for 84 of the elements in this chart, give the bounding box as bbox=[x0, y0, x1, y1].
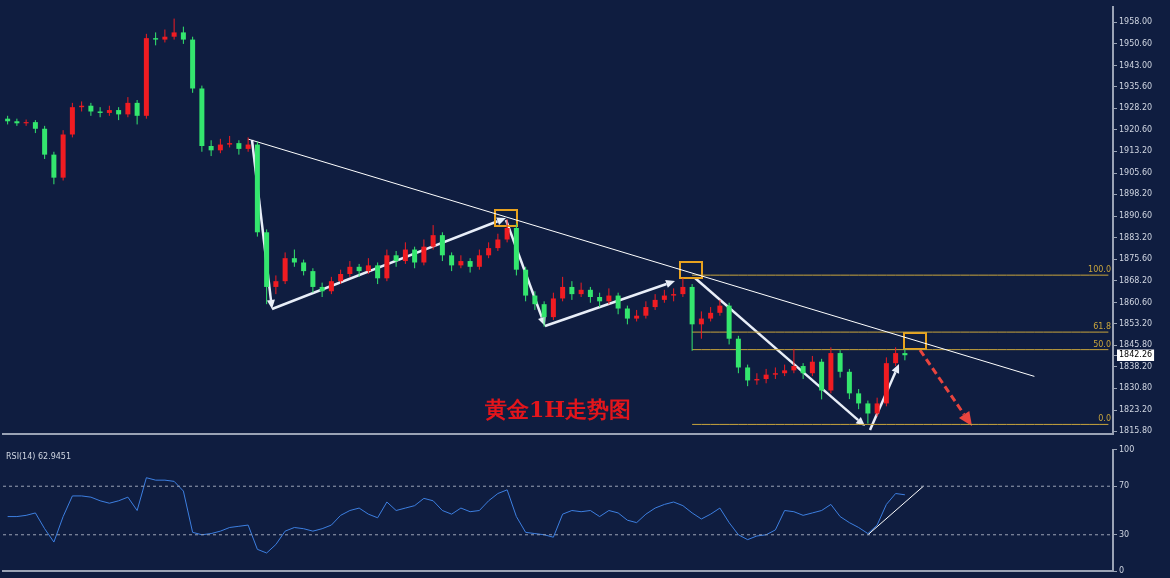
y-tick-label: 1845.80 bbox=[1119, 340, 1153, 350]
candlestick bbox=[402, 241, 408, 265]
y-tick-label: 1868.20 bbox=[1119, 275, 1153, 285]
y-tick-label: 1860.60 bbox=[1119, 297, 1153, 307]
candlestick bbox=[504, 218, 510, 243]
candlestick bbox=[208, 139, 214, 157]
candlestick bbox=[902, 348, 908, 361]
y-tick-label: 1920.60 bbox=[1119, 124, 1153, 134]
candlestick bbox=[458, 254, 464, 269]
candlestick bbox=[578, 282, 584, 298]
candlestick bbox=[560, 276, 566, 302]
y-tick-label: 1890.60 bbox=[1119, 211, 1153, 221]
candlestick bbox=[125, 96, 131, 118]
y-tick-label: 1830.80 bbox=[1119, 383, 1153, 393]
candlestick bbox=[745, 364, 751, 387]
candlestick bbox=[856, 388, 862, 410]
y-tick-label: 1950.60 bbox=[1119, 38, 1153, 48]
y-tick-label: 1905.60 bbox=[1119, 168, 1153, 178]
y-tick-label: 1875.60 bbox=[1119, 254, 1153, 264]
text: 黄金1H走势图 bbox=[483, 396, 632, 423]
annotation: 61.8 bbox=[1093, 322, 1111, 332]
candlestick bbox=[550, 292, 556, 321]
annotation: 50.0 bbox=[1093, 339, 1111, 349]
y-tick-label: 100 bbox=[1119, 444, 1135, 454]
candlestick bbox=[615, 292, 621, 315]
y-tick-label: 1842.26 bbox=[1119, 350, 1153, 360]
y-tick-label: 1928.20 bbox=[1119, 103, 1153, 113]
candlestick bbox=[467, 257, 473, 274]
y-tick-label: 70 bbox=[1119, 481, 1130, 491]
candlestick bbox=[495, 233, 501, 252]
candlestick bbox=[356, 263, 362, 278]
y-tick-label: 1935.60 bbox=[1119, 81, 1153, 91]
candlestick bbox=[476, 249, 482, 271]
candlestick bbox=[319, 282, 325, 298]
candlestick bbox=[14, 118, 20, 127]
chart-title: RSI(14) 62.9451 bbox=[6, 451, 72, 461]
annotation: 0.0 bbox=[1098, 414, 1111, 424]
candlestick bbox=[384, 249, 390, 282]
y-tick-label: 1823.20 bbox=[1119, 405, 1153, 415]
annotation: 100.0 bbox=[1088, 265, 1111, 275]
candlestick bbox=[652, 293, 658, 311]
candlestick bbox=[569, 280, 575, 301]
candlestick bbox=[763, 368, 769, 384]
candlestick bbox=[717, 299, 723, 317]
candlestick bbox=[430, 224, 436, 251]
candlestick bbox=[236, 139, 242, 156]
candlestick bbox=[421, 238, 427, 266]
candlestick bbox=[449, 251, 455, 272]
candlestick bbox=[439, 231, 445, 262]
y-tick-label: 30 bbox=[1119, 529, 1130, 539]
y-tick-label: 1853.20 bbox=[1119, 318, 1153, 328]
candlestick bbox=[51, 151, 57, 185]
candlestick bbox=[162, 29, 168, 43]
candlestick bbox=[347, 260, 353, 278]
candlestick bbox=[643, 300, 649, 320]
y-tick-label: 1913.20 bbox=[1119, 146, 1153, 156]
y-tick-label: 1958.00 bbox=[1119, 17, 1153, 27]
candlestick bbox=[800, 362, 806, 380]
candlestick bbox=[809, 355, 815, 377]
y-tick-label: 1815.80 bbox=[1119, 426, 1153, 436]
candlestick bbox=[865, 400, 871, 425]
candlestick bbox=[393, 250, 399, 268]
candlestick bbox=[245, 136, 251, 153]
y-tick-label: 1838.20 bbox=[1119, 361, 1153, 371]
candlestick bbox=[624, 305, 630, 325]
candlestick bbox=[791, 348, 797, 374]
candlestick bbox=[846, 368, 852, 400]
candlestick bbox=[134, 99, 140, 125]
candlestick bbox=[680, 277, 686, 298]
candlestick bbox=[532, 290, 538, 311]
candlestick bbox=[541, 300, 547, 328]
candlestick bbox=[310, 267, 316, 294]
y-tick-label: 0 bbox=[1119, 566, 1125, 576]
candlestick bbox=[97, 106, 103, 118]
candlestick bbox=[412, 246, 418, 269]
candlestick bbox=[375, 261, 381, 285]
candlestick bbox=[273, 274, 279, 295]
y-tick-label: 1943.00 bbox=[1119, 60, 1153, 70]
candlestick bbox=[874, 397, 880, 417]
candlestick bbox=[171, 18, 177, 41]
y-tick-label: 1898.20 bbox=[1119, 189, 1153, 199]
candlestick bbox=[837, 349, 843, 379]
candlestick bbox=[282, 251, 288, 285]
y-tick-label: 1883.20 bbox=[1119, 232, 1153, 242]
